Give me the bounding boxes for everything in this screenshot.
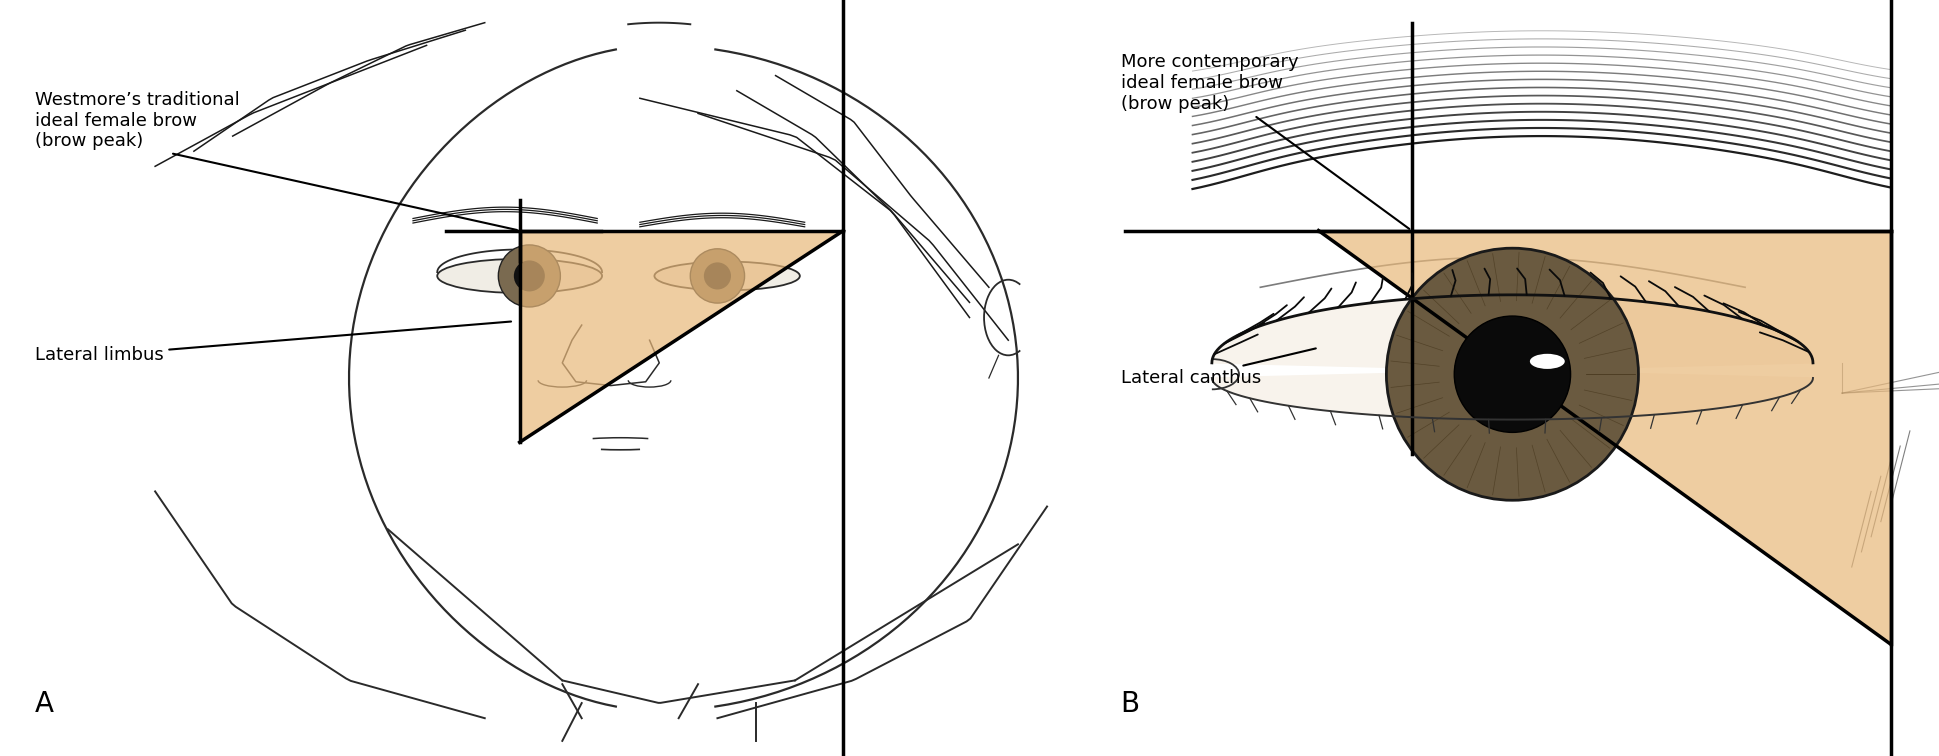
Circle shape <box>1454 316 1571 432</box>
Text: Lateral limbus: Lateral limbus <box>35 321 512 364</box>
Circle shape <box>498 245 560 307</box>
Ellipse shape <box>655 262 799 290</box>
Text: A: A <box>35 690 54 718</box>
Polygon shape <box>1319 231 1891 644</box>
Text: Westmore’s traditional
ideal female brow
(brow peak): Westmore’s traditional ideal female brow… <box>35 91 518 230</box>
Text: B: B <box>1121 690 1140 718</box>
Text: More contemporary
ideal female brow
(brow peak): More contemporary ideal female brow (bro… <box>1121 53 1410 229</box>
Circle shape <box>514 260 545 292</box>
Ellipse shape <box>438 259 603 293</box>
Polygon shape <box>1212 295 1813 420</box>
Ellipse shape <box>1530 354 1565 369</box>
Text: Lateral canthus: Lateral canthus <box>1121 349 1317 387</box>
Polygon shape <box>520 231 843 442</box>
Circle shape <box>690 249 745 303</box>
Circle shape <box>1386 248 1638 500</box>
Circle shape <box>704 262 731 290</box>
